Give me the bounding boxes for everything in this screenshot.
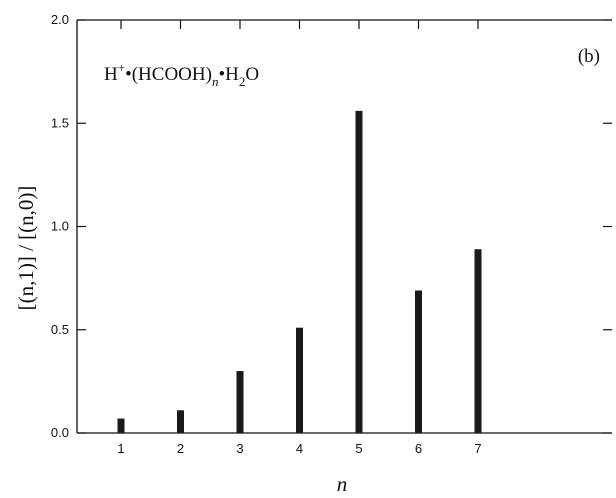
bar-n3 xyxy=(236,371,244,433)
bar-n7 xyxy=(474,249,482,433)
x-tick-label: 6 xyxy=(415,441,422,456)
x-tick-label: 2 xyxy=(177,441,184,456)
x-tick-label: 7 xyxy=(474,441,481,456)
bar-n4 xyxy=(296,327,303,433)
y-tick-label: 1.0 xyxy=(51,219,69,234)
y-tick-label: 0.5 xyxy=(51,322,69,337)
y-tick-label: 0.0 xyxy=(51,425,69,440)
x-tick-label: 4 xyxy=(296,441,303,456)
x-axis-title: n xyxy=(337,472,348,496)
axes: 0.0 0.5 1.0 1.5 2.0 1 2 3 4 5 6 7 xyxy=(51,12,612,456)
x-tick-label: 5 xyxy=(355,441,362,456)
bars xyxy=(117,110,482,434)
bar-n1 xyxy=(117,418,125,433)
x-tick-label: 1 xyxy=(117,441,124,456)
y-tick-label: 1.5 xyxy=(51,115,69,130)
panel-label: (b) xyxy=(578,46,600,67)
bar-n5 xyxy=(355,110,363,434)
bar-n6 xyxy=(415,290,422,433)
bar-n2 xyxy=(177,410,184,433)
y-tick-label: 2.0 xyxy=(51,12,69,27)
series-annotation: H+•(HCOOH)n•H2O xyxy=(104,60,259,89)
x-tick-label: 3 xyxy=(236,441,243,456)
y-axis-title: [(n,1)] / [(n,0)] xyxy=(14,186,38,311)
